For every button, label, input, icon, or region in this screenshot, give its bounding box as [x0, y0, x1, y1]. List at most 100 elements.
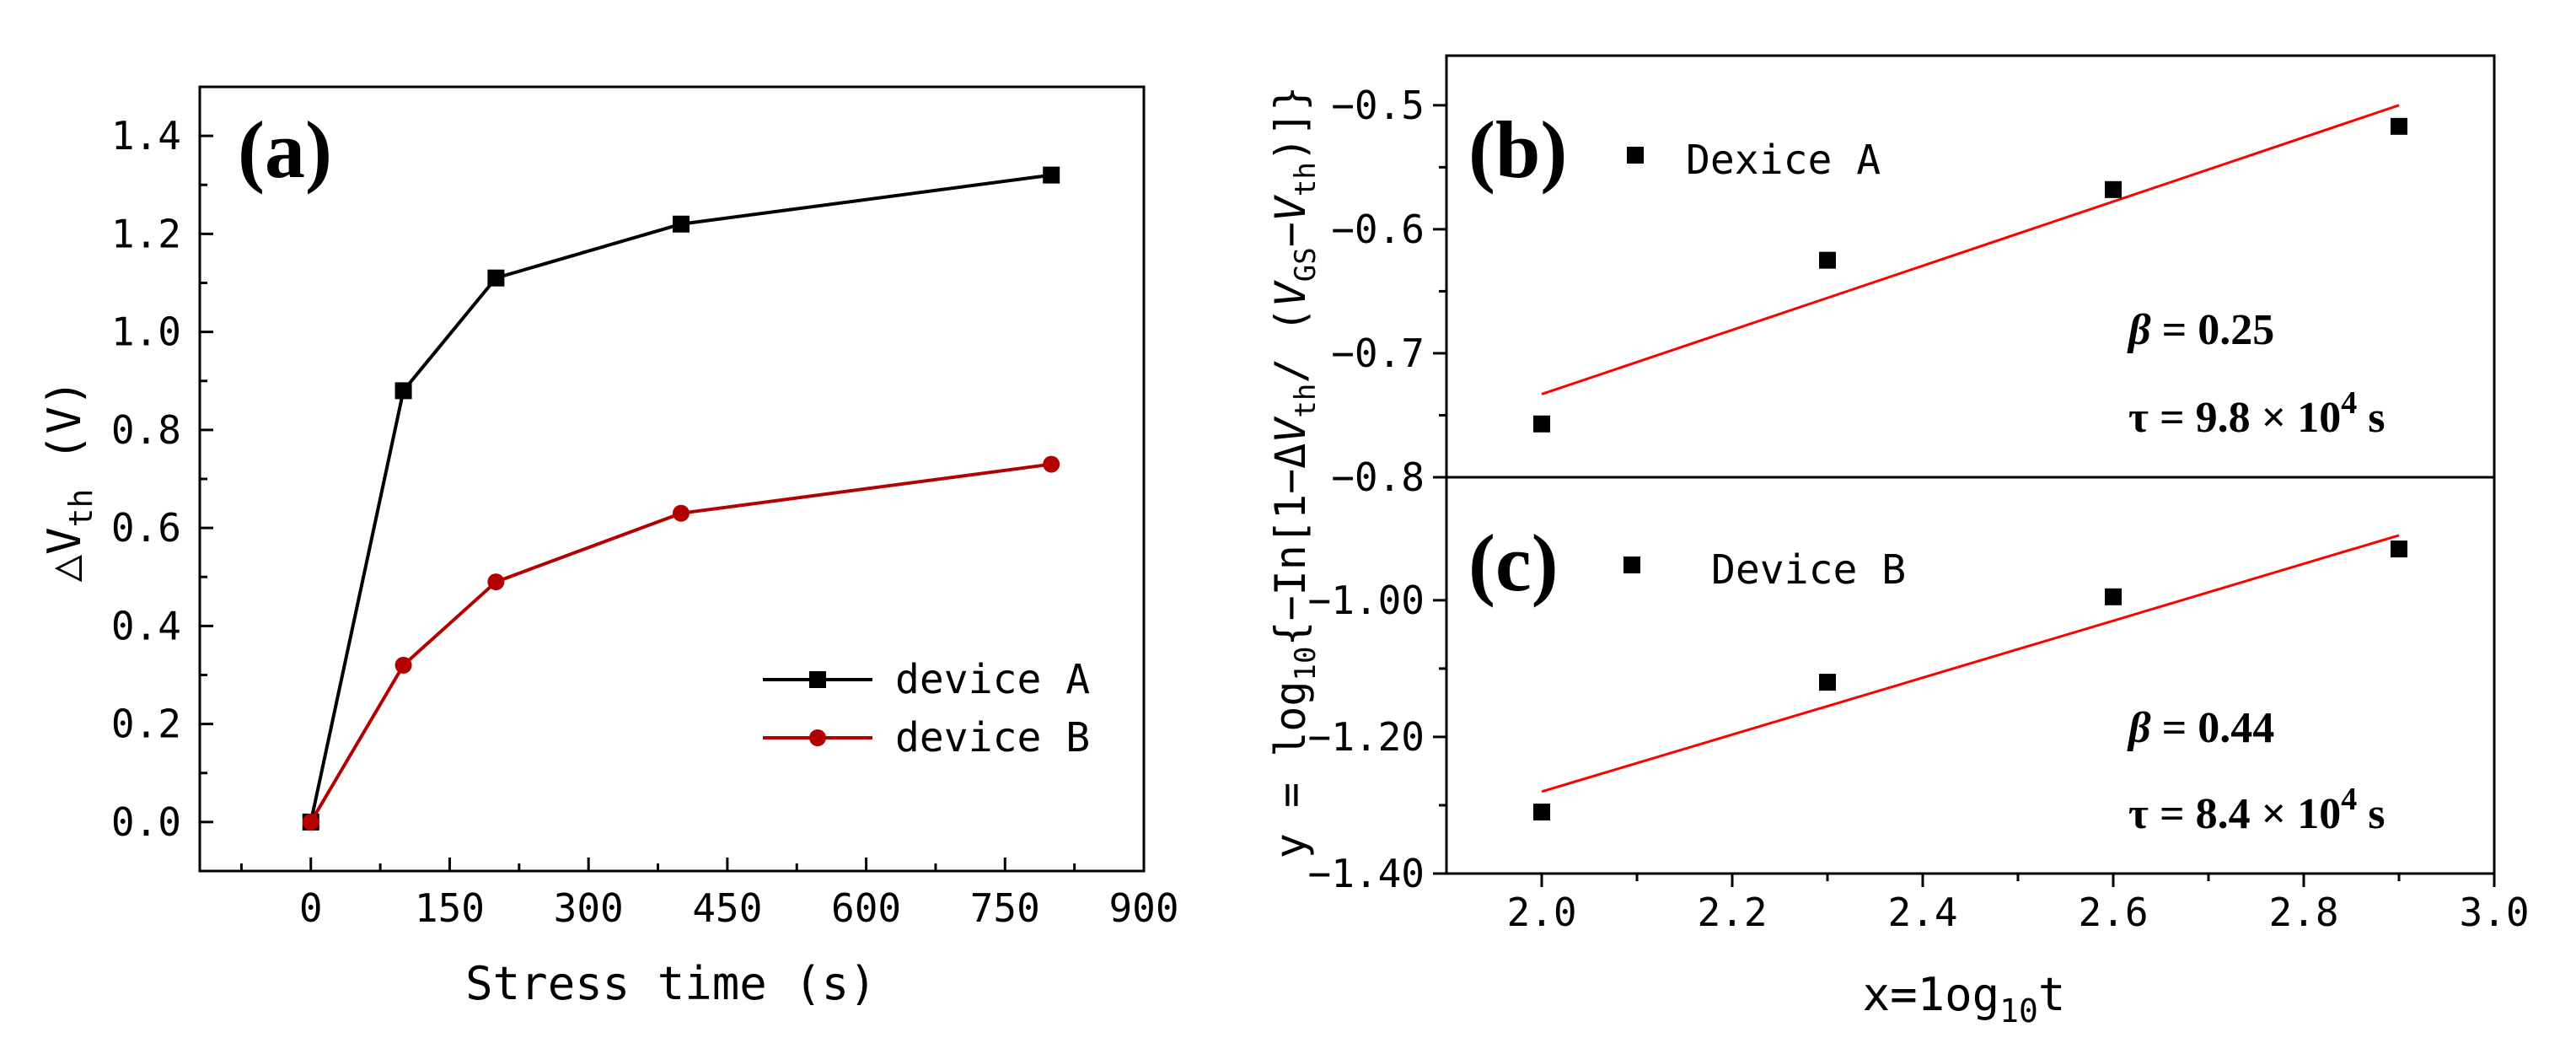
y-label-sub-th: th [62, 489, 99, 528]
panel-b-label: (b) [1468, 105, 1567, 195]
a-x-tick-label: 900 [1108, 885, 1178, 931]
panel-c-data [1533, 534, 2407, 821]
panel-b-tau: τ = 9.8 × 104 s [2128, 385, 2385, 442]
c-x-tick-label: 3.0 [2459, 890, 2529, 935]
c-data-point [1819, 674, 1836, 691]
panel-a-x-axis-label: Stress time (s) [465, 957, 877, 1010]
panel-c-beta: β = 0.44 [2127, 704, 2274, 752]
b-data-point [2391, 117, 2407, 135]
data-point-device-a [394, 382, 412, 400]
panel-bc-x-axis-label: x=1og10t [1863, 968, 2066, 1030]
panel-b-ticks [1433, 104, 1446, 479]
panel-c-frame [1445, 476, 2496, 875]
a-x-tick-label: 450 [692, 885, 762, 931]
b-y-tick-label: −0.8 [1331, 454, 1425, 500]
panel-c-tau-text: τ = 8.4 × 10 [2128, 790, 2341, 838]
c-x-tick-label: 2.0 [1506, 890, 1576, 935]
panel-c-series-label: Device B [1711, 546, 1906, 594]
y-label-vgs: V [1266, 279, 1315, 307]
data-point-device-b [487, 573, 505, 591]
panel-a-legend: device A device B [763, 656, 1090, 761]
a-y-tick-label: 0.0 [111, 799, 181, 845]
data-point-device-a [672, 215, 690, 233]
b-fit-line [1541, 104, 2400, 395]
panel-a-y-tick-labels: 0.0 0.2 0.4 0.6 0.8 1.0 1.2 1.4 [111, 113, 181, 845]
panel-b-tau-text: τ = 9.8 × 10 [2128, 394, 2341, 442]
a-y-tick-label: 0.4 [111, 603, 181, 648]
a-x-tick-label: 600 [831, 885, 901, 931]
c-y-tick-label: −1.40 [1308, 851, 1425, 896]
data-point-device-b [302, 813, 319, 831]
panel-c-beta-symbol: β [2127, 704, 2151, 752]
panel-c-x-tick-labels: 2.0 2.2 2.4 2.6 2.8 3.0 [1506, 890, 2529, 935]
legend-marker-device-b [809, 729, 826, 746]
y-label-delta-v: △V [38, 527, 91, 582]
panel-a-x-tick-labels: 0 150 300 450 600 750 900 [299, 885, 1179, 931]
panel-b-beta-value: = 0.25 [2151, 306, 2275, 354]
legend-marker-device-a [809, 671, 826, 688]
panel-c-beta-value: = 0.44 [2151, 704, 2275, 752]
panel-a-y-axis-label: △Vth (V) [38, 379, 99, 583]
y-label-minus: − [1266, 222, 1315, 247]
c-data-point [1533, 804, 1550, 821]
c-x-tick-label: 2.6 [2078, 890, 2148, 935]
panel-a-chart: 0 150 300 450 600 750 900 0.0 0.2 0.4 0.6 0.8 1.0 1.… [38, 85, 1179, 1010]
a-x-tick-label: 0 [299, 885, 323, 931]
c-x-tick-label: 2.2 [1697, 890, 1767, 935]
panel-c-tau: τ = 8.4 × 104 s [2128, 782, 2385, 838]
b-y-tick-label: −0.7 [1331, 331, 1425, 376]
panel-b-beta-symbol: β [2127, 306, 2151, 354]
y-label-th: th [1289, 384, 1323, 418]
panel-c-series-marker [1623, 557, 1640, 573]
data-point-device-b [672, 504, 690, 522]
panel-bc-chart: −0.8−0.7−0.6−0.5 −1.00−1.20−1.40 2.0 2.2 2… [1266, 54, 2530, 1030]
data-point-device-b [394, 656, 412, 674]
c-data-point [2391, 540, 2407, 558]
a-y-tick-label: 1.2 [111, 211, 181, 256]
x-label-main: x=1og [1863, 968, 2000, 1021]
panel-c-ticks [1433, 599, 2496, 887]
y-label-th2: th [1289, 162, 1323, 196]
y-label-pre: y = log [1266, 680, 1315, 858]
panel-b-data [1533, 104, 2407, 433]
y-label-v: V [1266, 416, 1315, 444]
panel-b-tau-exp: 4 [2341, 385, 2357, 421]
panel-a-series [302, 166, 1060, 831]
legend-label-device-a: device A [895, 656, 1090, 703]
b-data-point [1533, 415, 1550, 433]
panel-a-label: (a) [238, 105, 332, 195]
y-label-v2: V [1266, 194, 1315, 222]
a-x-tick-label: 300 [554, 885, 624, 931]
panel-bc-y-axis-label: y = log10{−In[1−ΔVth/ (VGS−Vth)]} [1266, 86, 1323, 858]
a-y-tick-label: 0.8 [111, 407, 181, 453]
c-x-tick-label: 2.4 [1887, 890, 1957, 935]
y-label-sub10: 10 [1289, 647, 1323, 681]
data-point-device-a [487, 269, 505, 287]
a-x-tick-label: 150 [415, 885, 485, 931]
c-x-tick-label: 2.8 [2268, 890, 2338, 935]
a-y-tick-label: 1.4 [111, 113, 181, 159]
x-label-sub: 10 [1999, 992, 2038, 1030]
panel-b-beta: β = 0.25 [2127, 306, 2274, 354]
panel-b-series-label: Dexice A [1686, 137, 1881, 184]
a-y-tick-label: 0.2 [111, 702, 181, 747]
c-fit-line [1541, 534, 2400, 793]
y-label-gs: GS [1289, 247, 1323, 282]
b-data-point [1819, 251, 1836, 269]
a-y-tick-label: 0.6 [111, 505, 181, 551]
b-y-tick-label: −0.5 [1331, 83, 1425, 128]
panel-b-y-tick-labels: −0.8 −0.7 −0.6 −0.5 [1331, 83, 1425, 500]
panel-a-ticks [200, 85, 1146, 873]
y-label-end: )]} [1266, 86, 1315, 162]
legend-label-device-b: device B [895, 714, 1090, 761]
a-y-tick-label: 1.0 [111, 309, 181, 355]
data-point-device-b [1043, 455, 1060, 473]
panel-c-tau-exp: 4 [2341, 782, 2357, 817]
c-y-tick-label: −1.00 [1308, 578, 1425, 623]
panel-b-series-marker [1627, 147, 1644, 164]
panel-c-label: (c) [1468, 518, 1559, 608]
y-label-slash: / ( [1266, 307, 1315, 383]
y-label-unit: (V) [38, 379, 91, 489]
b-data-point [2105, 180, 2122, 198]
